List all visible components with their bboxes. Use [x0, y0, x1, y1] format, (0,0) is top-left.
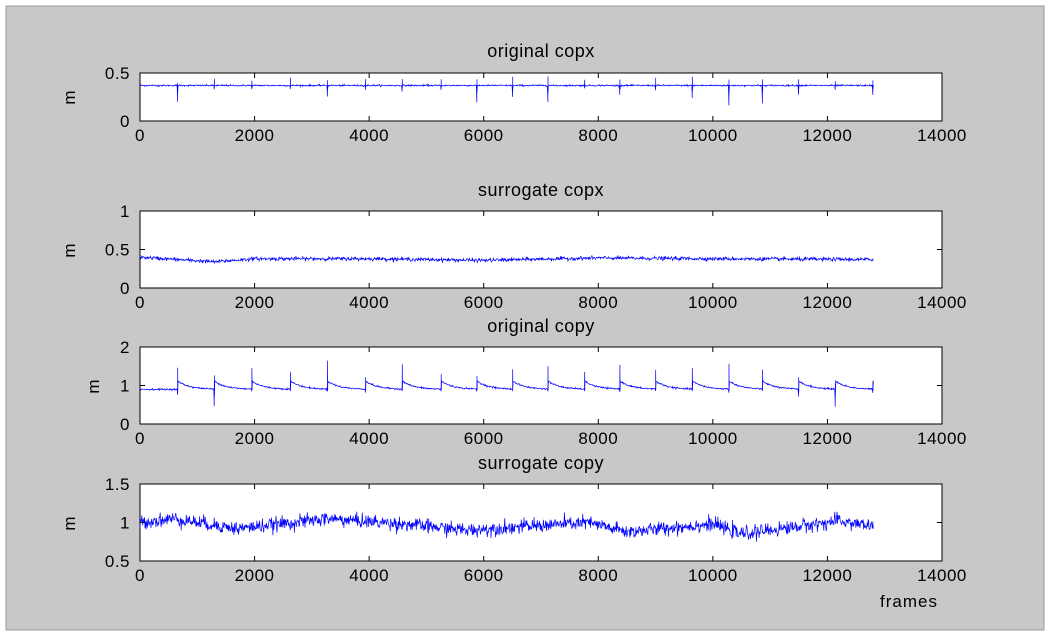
y-tick-label: 1.5 [105, 475, 130, 494]
plot-area [139, 72, 943, 122]
y-tick-label: 0.5 [105, 64, 130, 83]
y-axis-label: m [60, 242, 79, 257]
x-tick-label: 6000 [464, 293, 504, 312]
plot-area [139, 210, 943, 289]
x-axis-ticks: 0 2000 4000 6000 8000 10000 12000 14000 [135, 484, 967, 585]
y-tick-label: 2 [120, 338, 130, 357]
x-tick-label: 12000 [803, 429, 853, 448]
y-tick-label: 0.5 [105, 241, 130, 260]
x-tick-label: 12000 [803, 566, 853, 585]
x-tick-label: 14000 [917, 126, 967, 145]
x-tick-label: 2000 [235, 293, 275, 312]
subplot-title: original copx [487, 41, 595, 61]
x-axis-label: frames [880, 592, 938, 611]
x-tick-label: 4000 [349, 293, 389, 312]
x-tick-label: 4000 [349, 429, 389, 448]
x-tick-label: 4000 [349, 126, 389, 145]
x-tick-label: 14000 [917, 293, 967, 312]
x-tick-label: 4000 [349, 566, 389, 585]
y-tick-label: 0 [120, 112, 130, 131]
y-axis-ticks: 0.5 1 1.5 [105, 475, 942, 571]
y-tick-label: 0 [120, 279, 130, 298]
x-tick-label: 8000 [578, 126, 618, 145]
y-tick-label: 1 [120, 377, 130, 396]
series-line-surrogate-copy [139, 511, 874, 542]
subplot-title: surrogate copy [478, 453, 604, 473]
y-axis-label: m [60, 89, 79, 104]
x-tick-label: 10000 [688, 126, 738, 145]
x-tick-label: 2000 [235, 126, 275, 145]
x-axis-ticks: 0 2000 4000 6000 8000 10000 12000 14000 [135, 73, 967, 145]
plot-area [139, 483, 943, 562]
x-tick-label: 6000 [464, 126, 504, 145]
subplot-original-copx: original copx m 0 2000 4000 6000 8000 10000 12… [60, 41, 967, 145]
x-tick-label: 0 [135, 429, 145, 448]
x-tick-label: 6000 [464, 429, 504, 448]
x-axis-ticks: 0 2000 4000 6000 8000 10000 12000 14000 [135, 211, 967, 312]
x-tick-label: 2000 [235, 429, 275, 448]
y-axis-ticks: 00.5 [105, 64, 942, 131]
x-tick-label: 0 [135, 293, 145, 312]
y-tick-label: 0.5 [105, 552, 130, 571]
subplot-surrogate-copx: surrogate copx m 0 2000 4000 6000 8000 10000 1… [60, 180, 967, 312]
subplot-title: original copy [487, 316, 595, 336]
x-tick-label: 10000 [688, 566, 738, 585]
x-tick-label: 14000 [917, 566, 967, 585]
x-tick-label: 10000 [688, 293, 738, 312]
y-tick-label: 1 [120, 202, 130, 221]
x-tick-label: 12000 [803, 126, 853, 145]
x-tick-label: 8000 [578, 566, 618, 585]
x-tick-label: 8000 [578, 293, 618, 312]
y-axis-ticks: 00.51 [105, 202, 942, 298]
y-axis-ticks: 0 1 2 [120, 338, 942, 434]
x-tick-label: 0 [135, 566, 145, 585]
subplot-original-copy: original copy m 0 2000 4000 6000 8000 10000 12… [84, 316, 967, 448]
x-tick-label: 12000 [803, 293, 853, 312]
x-axis-ticks: 0 2000 4000 6000 8000 10000 12000 14000 [135, 347, 967, 448]
x-tick-label: 6000 [464, 566, 504, 585]
x-tick-label: 8000 [578, 429, 618, 448]
series-line-surrogate-copx [139, 255, 874, 265]
series-line-original-copy [139, 360, 874, 407]
y-axis-label: m [60, 515, 79, 530]
subplot-surrogate-copy: surrogate copy m 0 2000 4000 6000 8000 10000 1… [60, 453, 967, 611]
x-tick-label: 0 [135, 126, 145, 145]
x-tick-label: 10000 [688, 429, 738, 448]
y-axis-label: m [84, 378, 103, 393]
series-line-original-copx [139, 76, 874, 106]
y-tick-label: 0 [120, 415, 130, 434]
y-tick-label: 1 [120, 514, 130, 533]
x-tick-label: 2000 [235, 566, 275, 585]
subplot-title: surrogate copx [478, 180, 604, 200]
x-tick-label: 14000 [917, 429, 967, 448]
